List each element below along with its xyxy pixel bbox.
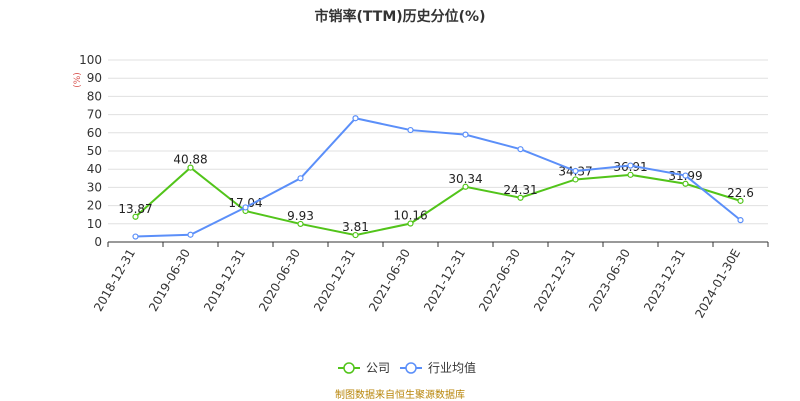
series-line-1 <box>135 117 742 238</box>
data-point <box>737 197 744 204</box>
data-label: 13.87 <box>118 202 152 216</box>
data-label: 40.88 <box>173 153 207 167</box>
x-tick-label: 2021-12-31 <box>421 247 468 314</box>
data-point <box>462 183 469 190</box>
x-tick-label: 2023-12-31 <box>641 247 688 314</box>
data-point <box>517 194 524 201</box>
y-tick-label: 60 <box>87 126 102 140</box>
data-point <box>187 164 194 171</box>
data-label: 10.16 <box>393 209 427 223</box>
data-point <box>462 131 469 138</box>
series-line-0 <box>134 166 741 237</box>
y-tick-label: 70 <box>87 108 102 122</box>
data-point <box>407 220 414 227</box>
data-point <box>297 175 304 182</box>
x-tick-label: 2021-06-30 <box>366 247 413 314</box>
y-tick-label: 20 <box>87 199 102 213</box>
y-tick-label: 50 <box>87 144 102 158</box>
data-point <box>572 176 579 183</box>
data-point <box>352 231 359 239</box>
data-label: 3.81 <box>342 220 369 234</box>
data-label: 17.04 <box>228 196 262 210</box>
y-tick-label: 10 <box>87 217 102 231</box>
source-note: 制图数据来自恒生聚源数据库 <box>335 390 465 401</box>
data-point <box>132 213 139 220</box>
data-label: 24.31 <box>503 183 537 197</box>
legend-entry: 行业均值 <box>428 360 476 375</box>
x-tick-label: 2020-12-31 <box>311 247 358 314</box>
y-tick-label: 90 <box>87 71 102 85</box>
x-tick-label: 2018-12-31 <box>91 247 138 314</box>
data-point <box>352 115 359 122</box>
legend-entry: 公司 <box>366 361 390 375</box>
data-point <box>242 204 249 211</box>
data-point <box>187 231 194 238</box>
x-tick-label: 2022-12-31 <box>531 247 578 314</box>
data-point <box>682 180 689 187</box>
x-tick-label: 2023-06-30 <box>586 247 633 314</box>
x-tick-label: 2019-12-31 <box>201 247 248 314</box>
y-tick-label: 80 <box>87 89 102 103</box>
data-label: 30.34 <box>448 172 482 186</box>
legend-marker <box>343 362 355 374</box>
chart-title: 市销率(TTM)历史分位(%) <box>314 9 486 25</box>
y-axis-label: (%) <box>73 72 83 88</box>
data-label: 22.6 <box>727 186 754 200</box>
y-tick-label: 0 <box>94 235 102 249</box>
data-point <box>627 171 634 178</box>
data-point <box>572 167 579 175</box>
x-tick-label: 2022-06-30 <box>476 247 523 314</box>
data-point <box>737 217 744 224</box>
y-tick-label: 100 <box>79 53 102 67</box>
x-tick-label: 2020-06-30 <box>256 247 303 314</box>
y-tick-label: 40 <box>87 162 102 176</box>
x-tick-label: 2024-01-30E <box>692 247 743 321</box>
x-tick-label: 2019-06-30 <box>146 247 193 314</box>
data-label: 9.93 <box>287 209 314 223</box>
data-point <box>407 126 414 134</box>
data-point <box>297 220 304 228</box>
data-point <box>132 233 139 240</box>
legend-marker <box>405 362 417 374</box>
y-tick-label: 30 <box>87 180 102 194</box>
data-point <box>627 162 634 169</box>
data-point <box>517 146 524 153</box>
data-point <box>682 172 689 179</box>
